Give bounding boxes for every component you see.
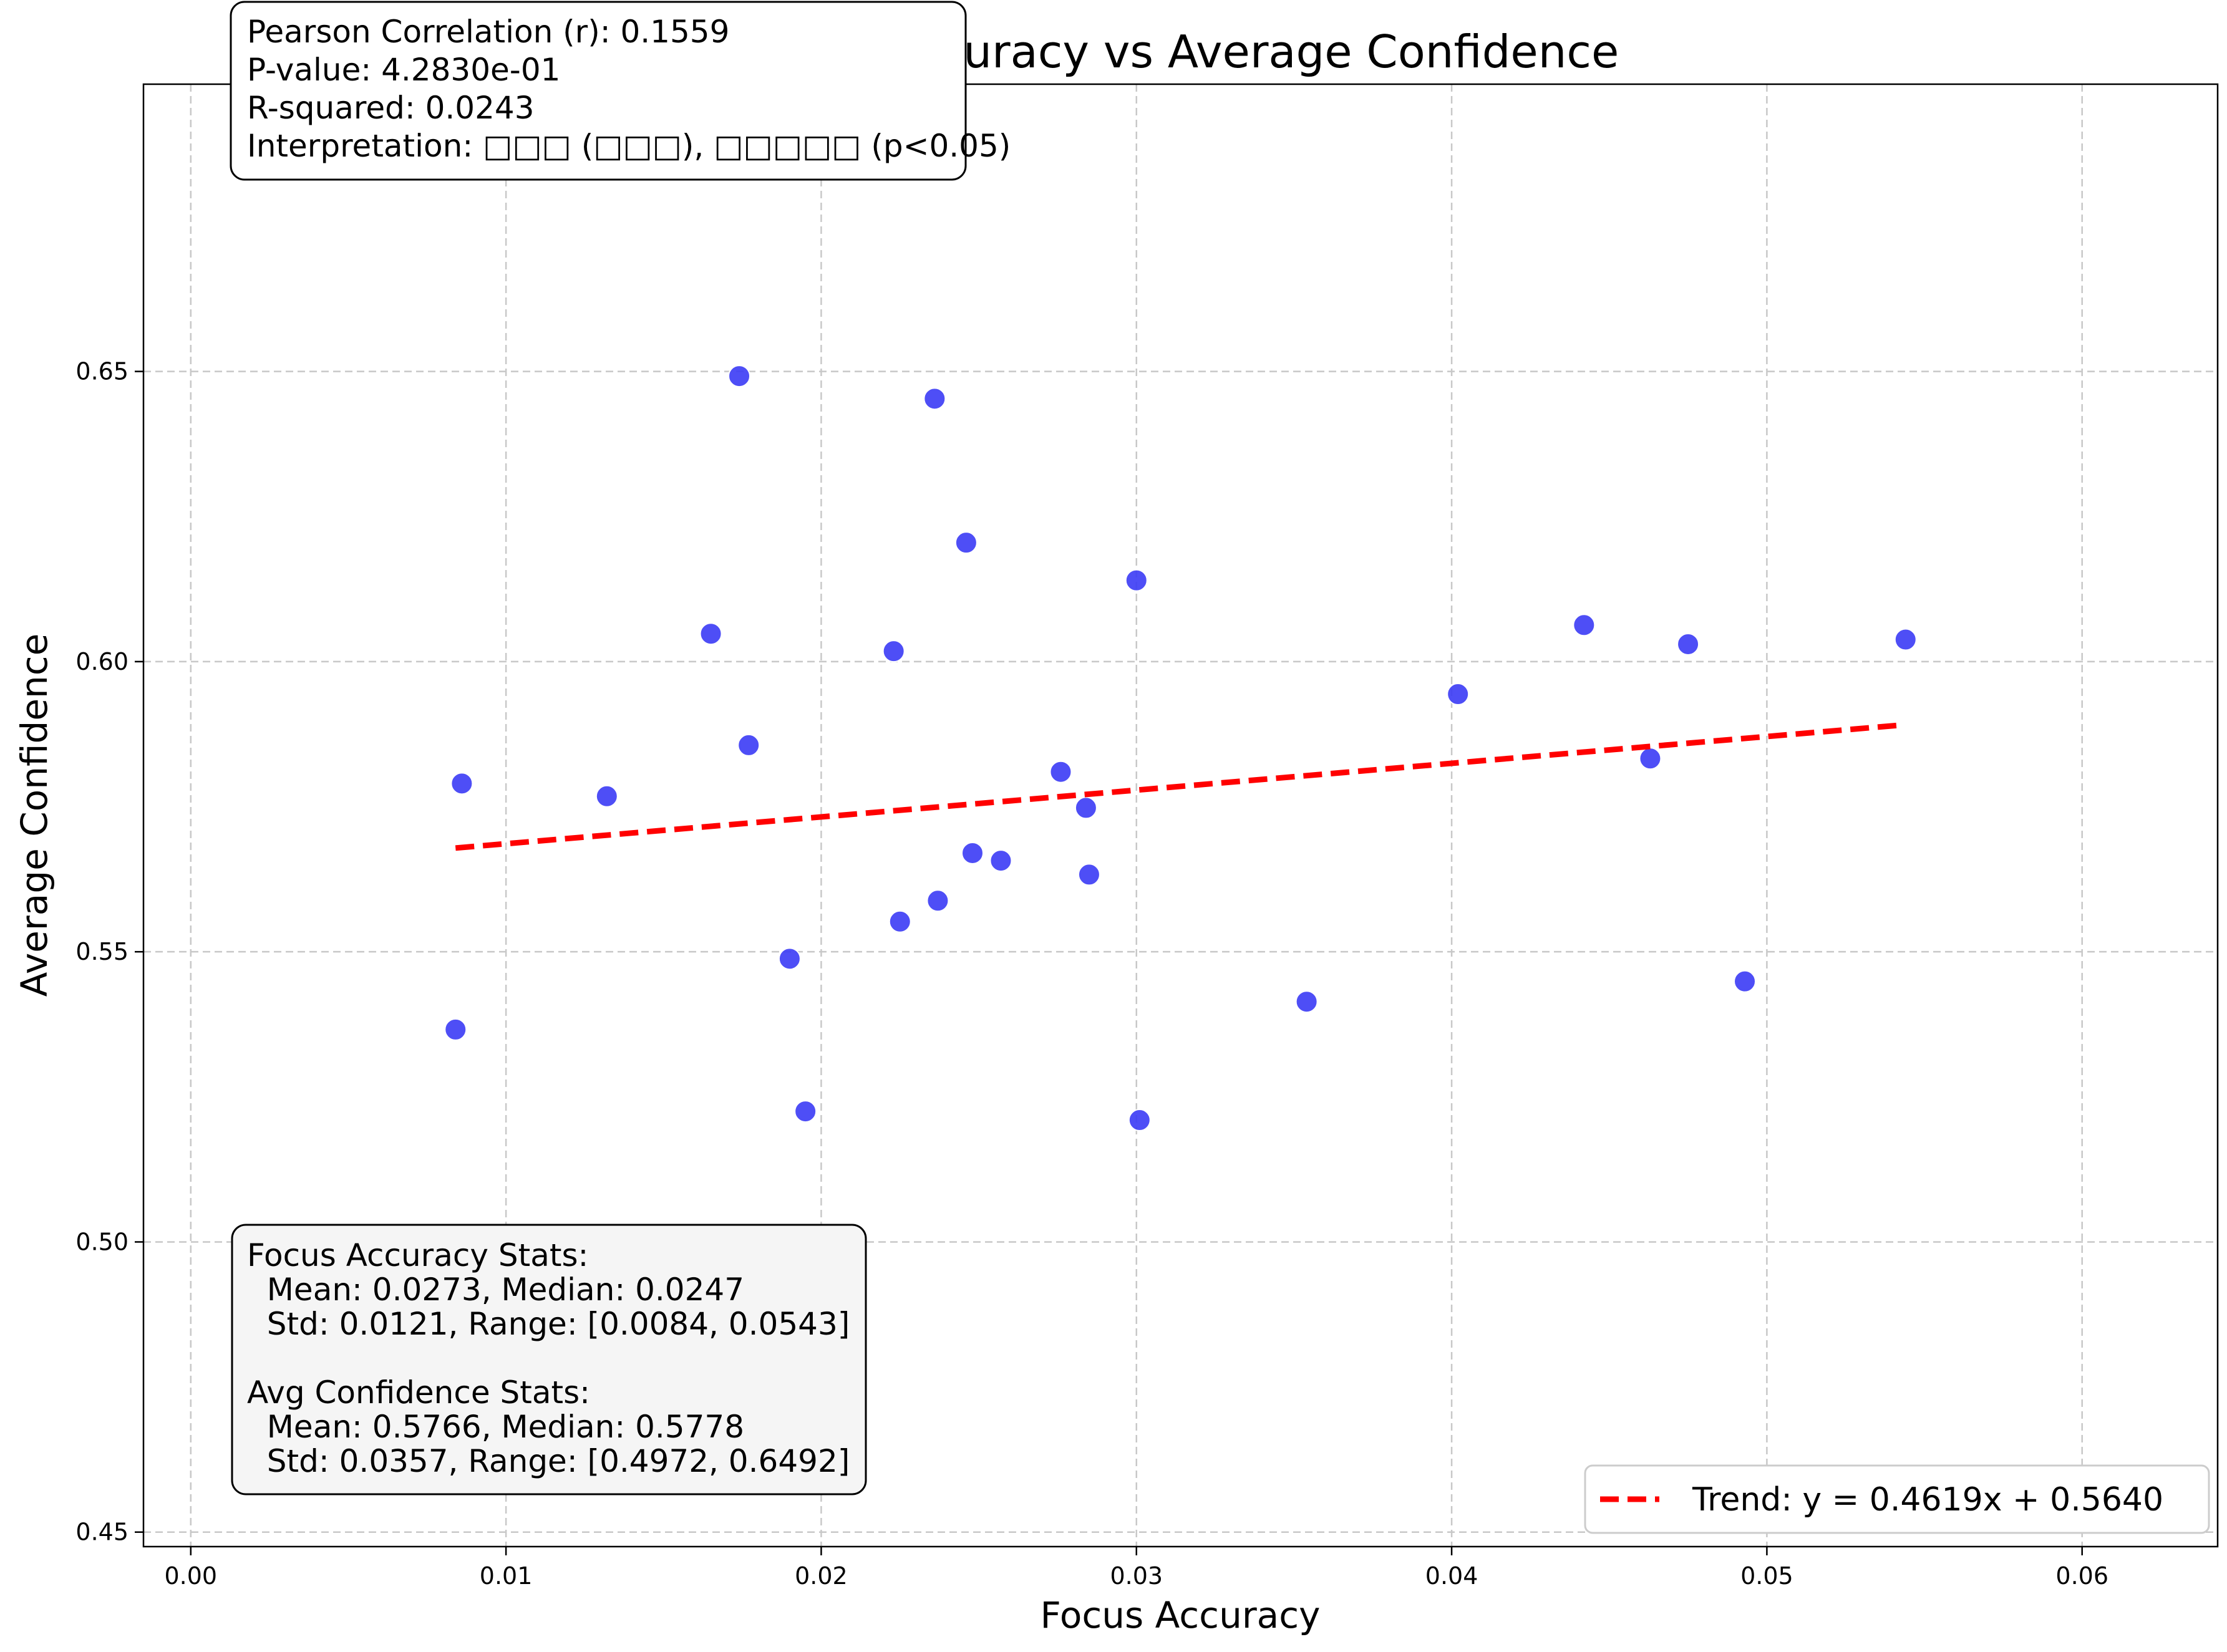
x-tick-label: 0.00: [164, 1562, 217, 1590]
data-point: [450, 772, 473, 795]
stats-line: Interpretation: □□□ (□□□), □□□□□ (p<0.05…: [247, 128, 1011, 164]
data-point: [1734, 970, 1757, 993]
y-tick-label: 0.65: [75, 358, 129, 385]
stats-box-bottom-text: Focus Accuracy Stats: Mean: 0.0273, Medi…: [247, 1237, 850, 1479]
stats-line: Focus Accuracy Stats:: [247, 1237, 588, 1273]
y-tick-label: 0.45: [75, 1519, 129, 1546]
data-point: [882, 640, 905, 663]
data-point: [1573, 614, 1596, 637]
stats-line: P-value: 4.2830e-01: [247, 52, 560, 88]
data-point: [989, 849, 1012, 872]
data-point: [1447, 683, 1470, 706]
stats-line: Std: 0.0121, Range: [0.0084, 0.0543]: [247, 1306, 850, 1342]
stats-box-bottom: Focus Accuracy Stats: Mean: 0.0273, Medi…: [231, 1224, 867, 1495]
data-point: [1125, 569, 1148, 592]
x-tick-label: 0.01: [480, 1562, 533, 1590]
stats-line: R-squared: 0.0243: [247, 90, 535, 126]
legend-trend-label: Trend: y = 0.4619x + 0.5640: [1692, 1481, 2163, 1519]
x-tick-label: 0.02: [795, 1562, 848, 1590]
data-point: [923, 387, 946, 410]
data-point: [1074, 796, 1097, 819]
stats-line: Pearson Correlation (r): 0.1559: [247, 14, 729, 50]
plot-frame: [142, 83, 2219, 1548]
data-point: [954, 531, 978, 554]
data-point: [699, 622, 722, 645]
stats-line: Mean: 0.0273, Median: 0.0247: [247, 1272, 744, 1308]
data-point: [444, 1018, 467, 1041]
data-point: [737, 733, 760, 756]
data-point: [794, 1100, 817, 1123]
data-point: [926, 889, 949, 912]
x-axis-label: Focus Accuracy: [1041, 1594, 1321, 1636]
data-point: [1295, 990, 1318, 1013]
trend-line-group: [455, 722, 1903, 851]
x-tick-label: 0.06: [2055, 1562, 2108, 1590]
data-point: [888, 910, 911, 933]
data-point: [1894, 628, 1917, 651]
data-point: [1639, 747, 1662, 770]
x-tick-label: 0.05: [1740, 1562, 1793, 1590]
stats-box-top: Pearson Correlation (r): 0.1559 P-value: …: [230, 1, 1011, 181]
legend: Trend: y = 0.4619x + 0.5640: [1584, 1464, 2210, 1534]
x-tick-label: 0.04: [1425, 1562, 1478, 1590]
trend-line: [455, 722, 1903, 851]
y-tick-label: 0.50: [75, 1228, 129, 1255]
data-point: [1077, 863, 1100, 886]
ticks: 0.00 0.01 0.02 0.03 0.04 0.05 0.06 0.45 0.50 0.55…: [75, 358, 2108, 1590]
data-point: [1128, 1109, 1151, 1132]
data-point: [595, 785, 618, 808]
grid: [143, 84, 2218, 1547]
data-point: [728, 365, 751, 388]
y-axis-label: Average Confidence: [13, 634, 56, 997]
y-tick-label: 0.55: [75, 938, 129, 965]
data-point: [1049, 760, 1072, 783]
data-points: [444, 365, 1917, 1270]
y-tick-label: 0.60: [75, 648, 129, 675]
stats-line: Avg Confidence Stats:: [247, 1374, 590, 1411]
stats-box-top-text: Pearson Correlation (r): 0.1559 P-value: …: [247, 14, 1011, 164]
data-point: [778, 947, 801, 970]
data-point: [961, 841, 984, 864]
x-tick-label: 0.03: [1110, 1562, 1163, 1590]
stats-line: Std: 0.0357, Range: [0.4972, 0.6492]: [247, 1443, 850, 1479]
stats-line: Mean: 0.5766, Median: 0.5778: [247, 1409, 744, 1445]
data-point: [1677, 632, 1700, 655]
